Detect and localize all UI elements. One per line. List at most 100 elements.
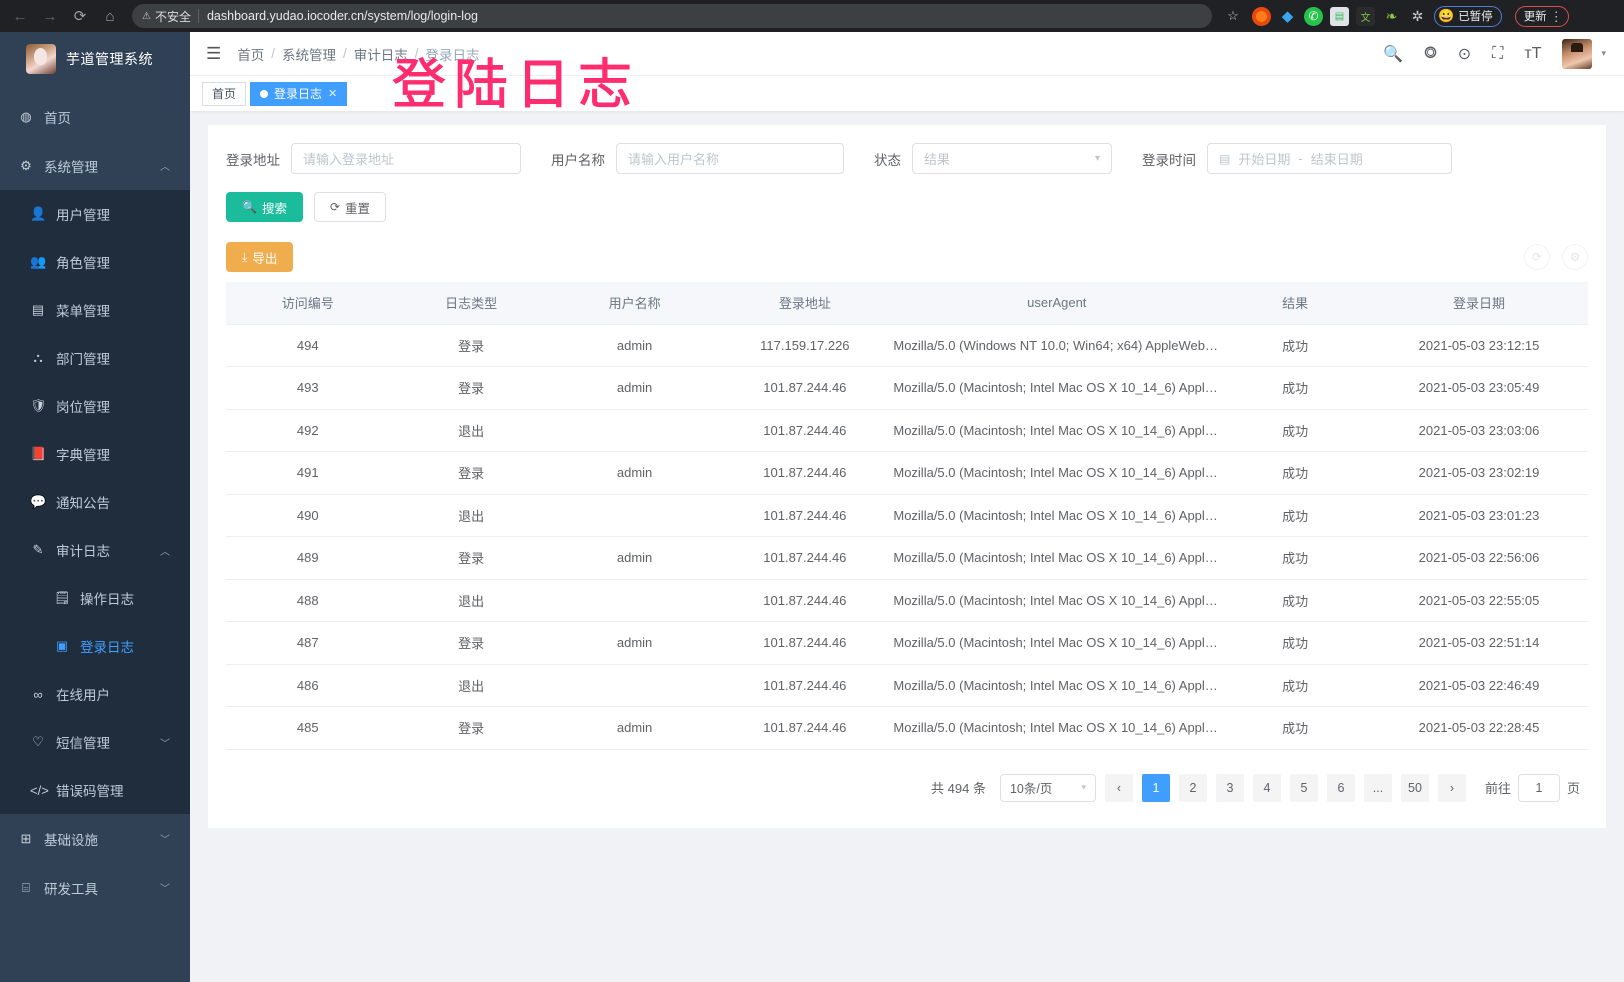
row-login-address: 101.87.244.46 [716,451,894,495]
reset-button-label: 重置 [345,201,371,216]
page-button-5[interactable]: 5 [1289,773,1318,802]
brand-row[interactable]: 芋道管理系统 [0,32,190,86]
breadcrumb-item-home[interactable]: 首页 [237,47,265,63]
row-user-agent: Mozilla/5.0 (Macintosh; Intel Mac OS X 1… [893,536,1221,580]
sidebar-item-operation-log[interactable]: 🗒 操作日志 [0,574,190,622]
table-row[interactable]: 488 退出 101.87.244.46 Mozilla/5.0 (Macintosh… [226,579,1588,622]
status-select[interactable]: 结果 ▾ [912,143,1112,174]
sidebar-item-menus[interactable]: ▤ 菜单管理 [0,286,190,334]
home-icon[interactable]: ⌂ [105,7,115,25]
address-bar[interactable]: ⚠ 不安全 dashboard.yudao.iocoder.cn/system/… [132,4,1212,28]
page-button-2[interactable]: 2 [1178,773,1207,802]
sidebar-item-dev-tools[interactable]: ⌸ 研发工具 ﹀ [0,863,190,912]
sidebar-item-roles[interactable]: 👥 角色管理 [0,238,190,286]
update-button[interactable]: 更新 ⋮ [1514,5,1569,27]
tool-icon: ⌸ [22,879,30,895]
sidebar-item-error-codes[interactable]: </> 错误码管理 [0,766,190,814]
help-icon[interactable]: ⊙ [1457,45,1472,63]
table-row[interactable]: 494 登录 admin 117.159.17.226 Mozilla/5.0 (Win… [226,324,1588,367]
paused-badge[interactable]: 😀 已暂停 [1434,5,1502,27]
refresh-circle-icon[interactable]: ⟳ [1524,244,1550,270]
github-icon[interactable]: ⭗ [1424,44,1437,62]
table-row[interactable]: 489 登录 admin 101.87.244.46 Mozilla/5.0 (Maci… [226,536,1588,580]
font-size-icon[interactable]: ᴛT [1524,44,1542,62]
kebab-menu-icon[interactable]: ⋮ [1549,8,1563,24]
hamburger-icon[interactable]: ☰ [206,43,222,63]
diamond-icon[interactable]: ◆ [1281,8,1294,25]
sidebar-item-infrastructure[interactable]: ⊞ 基础设施 ﹀ [0,814,190,863]
fullscreen-icon[interactable]: ⛶ [1492,44,1504,62]
paused-label: 已暂停 [1458,11,1493,23]
sidebar-item-notices[interactable]: 💬 通知公告 [0,478,190,526]
tab-home[interactable]: 首页 [202,81,247,106]
table-row[interactable]: 487 登录 admin 101.87.244.46 Mozilla/5.0 (Maci… [226,621,1588,665]
puzzle-icon[interactable]: ✲ [1411,7,1424,24]
field-login-address: 登录地址 请输入登录地址 [226,143,521,174]
calendar-icon: ▤ [1219,151,1231,166]
back-arrow-icon[interactable]: ← [12,7,28,25]
page-button-50[interactable]: 50 [1400,773,1429,802]
odoo-icon[interactable] [1252,6,1271,26]
login-log-icon: ▣ [55,638,69,653]
column-settings-icon[interactable]: ⚙ [1562,244,1588,270]
chevron-down-icon[interactable]: ▾ [1601,48,1606,58]
url-text: dashboard.yudao.iocoder.cn/system/log/lo… [206,9,478,23]
page-jump: 前往 1 页 [1485,773,1580,802]
shield-message-icon: ♡ [32,734,44,749]
search-icon[interactable]: 🔍 [1383,45,1404,63]
th-user-agent: userAgent [893,282,1221,325]
login-address-input[interactable]: 请输入登录地址 [291,143,521,174]
table-row[interactable]: 492 退出 101.87.244.46 Mozilla/5.0 (Macintosh… [226,409,1588,452]
sidebar-item-dictionary[interactable]: 📕 字典管理 [0,430,190,478]
login-time-daterange[interactable]: ▤ 开始日期 - 结束日期 [1207,143,1452,174]
page-button-3[interactable]: 3 [1215,773,1244,802]
jump-page-input[interactable]: 1 [1517,773,1560,802]
username-input[interactable]: 请输入用户名称 [616,143,844,174]
sidebar-item-audit-log[interactable]: ✎ 审计日志 ︿ [0,526,190,574]
table-row[interactable]: 486 退出 101.87.244.46 Mozilla/5.0 (Macintosh… [226,664,1588,707]
search-button[interactable]: 🔍 搜索 [226,192,303,222]
wechat-icon[interactable]: ✆ [1304,6,1323,26]
tab-login-log[interactable]: 登录日志 ✕ [250,81,348,106]
table-row[interactable]: 485 登录 admin 101.87.244.46 Mozilla/5.0 (Maci… [226,706,1588,750]
role-icon: 👥 [30,254,47,269]
jump-page-value: 1 [1535,780,1543,795]
sidebar-item-departments[interactable]: ⛬ 部门管理 [0,334,190,382]
table-row[interactable]: 491 登录 admin 101.87.244.46 Mozilla/5.0 (Maci… [226,451,1588,495]
forward-arrow-icon[interactable]: → [42,7,58,25]
page-button-1[interactable]: 1 [1141,773,1170,802]
breadcrumb-item-system[interactable]: 系统管理 [282,47,337,63]
leaf-icon[interactable]: ❧ [1385,7,1398,24]
page-size-select[interactable]: 10条/页 ▾ [999,773,1096,802]
sidebar-item-login-log[interactable]: ▣ 登录日志 [0,622,190,670]
close-icon[interactable]: ✕ [328,88,338,100]
row-username: admin [552,366,717,410]
page-ellipsis[interactable]: ... [1363,773,1392,802]
breadcrumb-item-audit[interactable]: 审计日志 [353,47,408,63]
reload-icon[interactable]: ⟳ [73,8,87,25]
bookmark-star-icon[interactable]: ☆ [1227,8,1239,23]
sidebar-item-positions[interactable]: 🛡 岗位管理 [0,382,190,430]
username-placeholder: 请输入用户名称 [628,152,720,167]
export-button[interactable]: ⤓ 导出 [226,242,294,272]
row-login-date: 2021-05-03 22:46:49 [1370,664,1588,707]
table-row[interactable]: 490 退出 101.87.244.46 Mozilla/5.0 (Macintosh… [226,494,1588,537]
table-row[interactable]: 493 登录 admin 101.87.244.46 Mozilla/5.0 (Maci… [226,366,1588,410]
login-address-placeholder: 请输入登录地址 [303,152,395,167]
sidebar-item-sms[interactable]: ♡ 短信管理 ﹀ [0,718,190,766]
reset-button[interactable]: ⟳ 重置 [313,192,387,222]
row-access-id: 486 [226,664,390,707]
avatar[interactable] [1562,38,1593,69]
page-button-6[interactable]: 6 [1326,773,1355,802]
sidebar-item-system[interactable]: ⚙ 系统管理 ︿ [0,141,190,190]
sidebar-item-users[interactable]: 👤 用户管理 [0,190,190,238]
chevron-down-icon: ▾ [1081,782,1086,792]
sidebar-item-online-users[interactable]: ∞ 在线用户 [0,670,190,718]
page-button-4[interactable]: 4 [1252,773,1281,802]
next-page-button[interactable]: › [1437,773,1466,802]
translate-icon[interactable]: 文 [1356,6,1375,26]
sidebar-item-home[interactable]: ◍ 首页 [0,92,190,141]
prev-page-button[interactable]: ‹ [1104,773,1133,802]
app-icon[interactable]: ▤ [1330,6,1349,26]
sidebar-label: 错误码管理 [56,784,124,799]
